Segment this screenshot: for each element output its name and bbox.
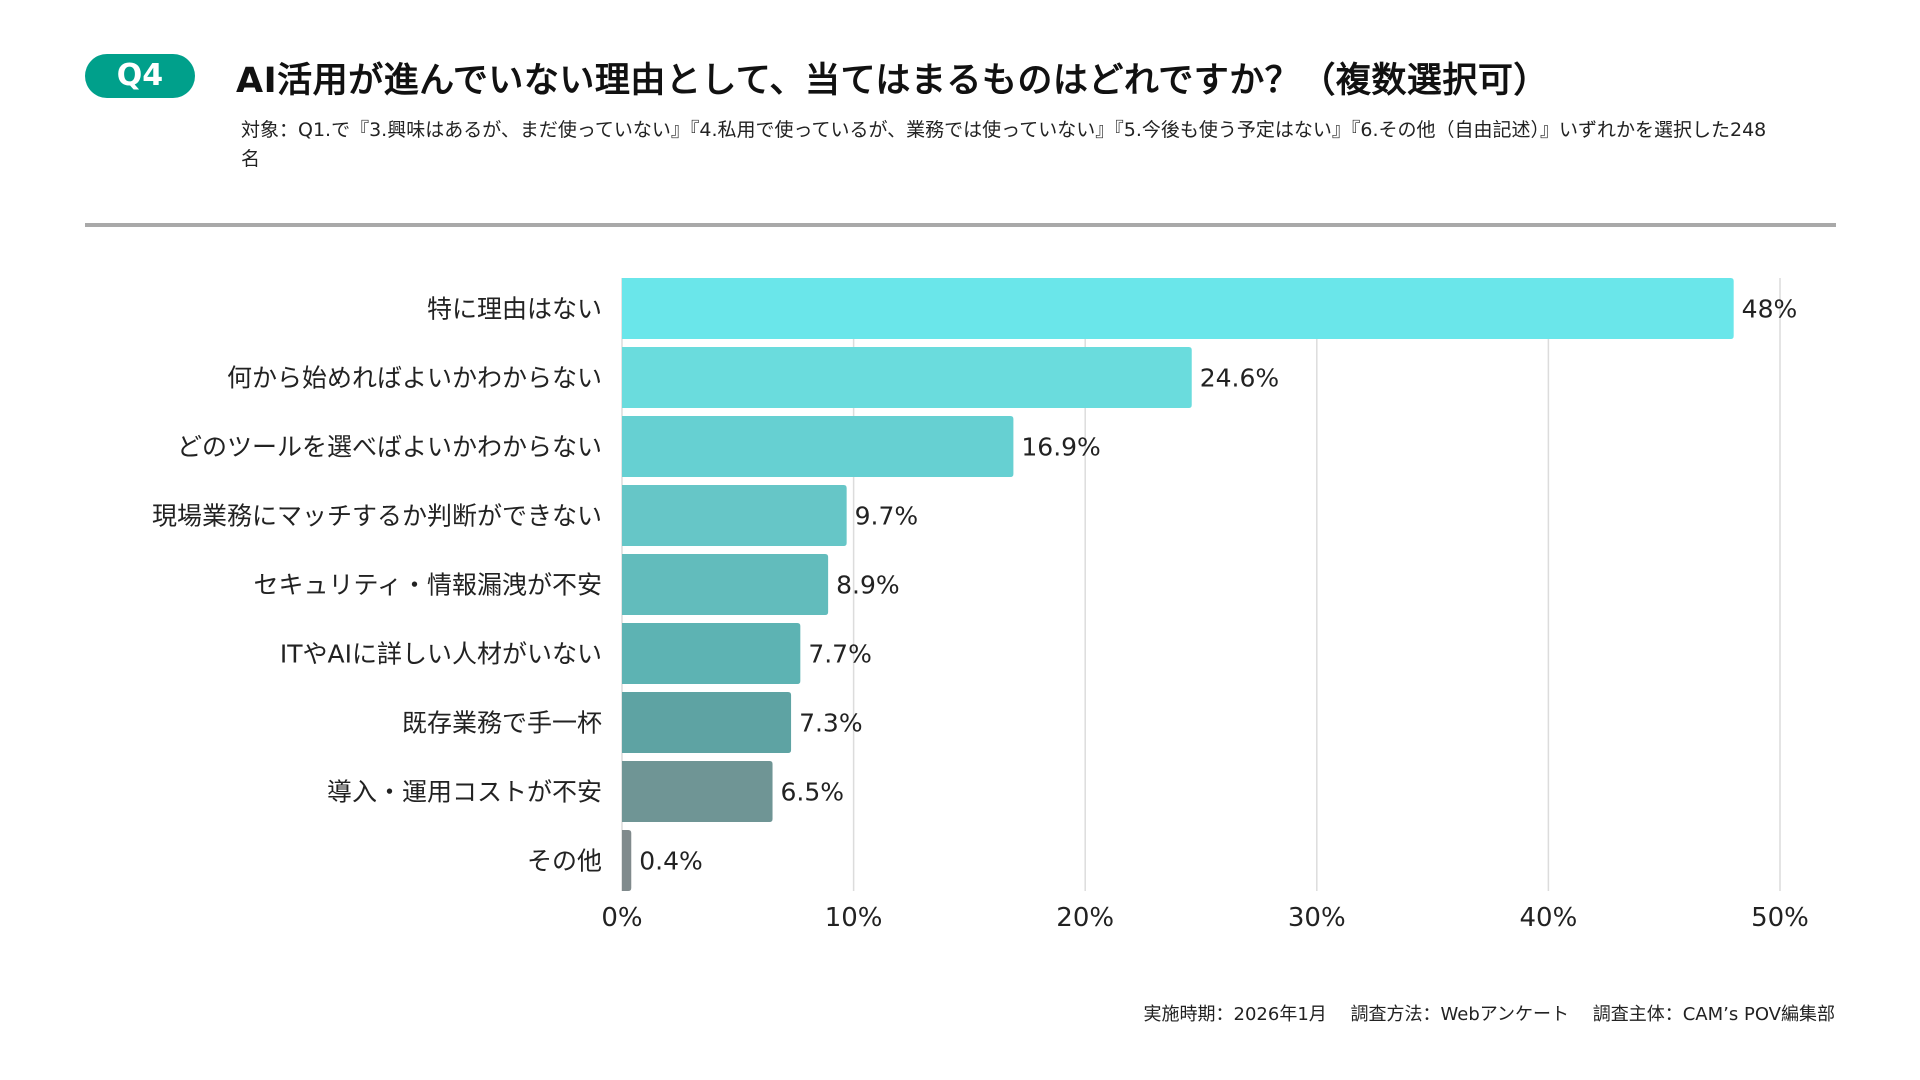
bar [622, 830, 632, 891]
category-label: 導入・運用コストが不安 [327, 778, 602, 807]
category-label: セキュリティ・情報漏洩が不安 [253, 571, 602, 600]
data-label: 6.5% [781, 778, 845, 807]
data-label: 8.9% [836, 571, 900, 600]
question-badge: Q4 [85, 54, 195, 98]
category-label: どのツールを選べばよいかわからない [177, 433, 602, 462]
category-label: 何から始めればよいかわからない [227, 364, 602, 393]
category-label: 現場業務にマッチするか判断ができない [152, 502, 602, 531]
category-label: ITやAIに詳しい人材がいない [280, 640, 602, 669]
x-tick-label: 30% [1288, 903, 1346, 933]
data-label: 24.6% [1200, 364, 1279, 393]
x-tick-label: 10% [825, 903, 883, 933]
header-divider [85, 223, 1836, 227]
x-tick-label: 20% [1056, 903, 1114, 933]
bar [622, 485, 847, 546]
x-tick-label: 50% [1751, 903, 1809, 933]
data-label: 16.9% [1021, 433, 1100, 462]
bar [622, 278, 1734, 339]
category-label: 特に理由はない [427, 295, 602, 324]
x-tick-label: 40% [1520, 903, 1578, 933]
bar [622, 692, 792, 753]
x-tick-label: 0% [601, 903, 642, 933]
data-label: 7.3% [799, 709, 863, 738]
chart-subtitle: 対象：Q1.で『3.興味はあるが、まだ使っていない』『4.私用で使っているが、業… [241, 119, 1767, 170]
category-label: その他 [527, 847, 602, 876]
bar [622, 623, 801, 684]
data-label: 0.4% [639, 847, 703, 876]
data-label: 48% [1742, 295, 1798, 324]
data-label: 9.7% [855, 502, 919, 531]
category-label: 既存業務で手一杯 [402, 709, 602, 738]
bar [622, 554, 829, 615]
footer-note: 実施時期：2026年1月 調査方法：Webアンケート 調査主体：CAM’s PO… [1143, 1004, 1835, 1025]
bar [622, 761, 773, 822]
data-label: 7.7% [808, 640, 872, 669]
bar [622, 347, 1192, 408]
chart-title: AI活用が進んでいない理由として、当てはまるものはどれですか？（複数選択可） [236, 61, 1549, 101]
bar [622, 416, 1014, 477]
